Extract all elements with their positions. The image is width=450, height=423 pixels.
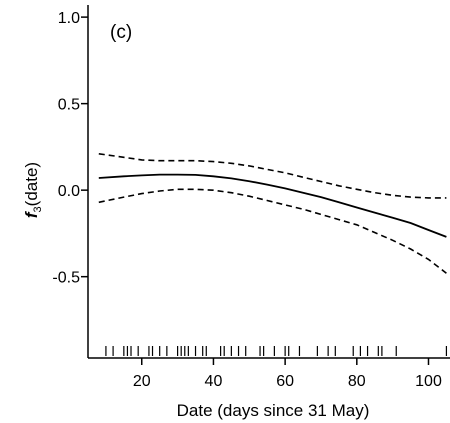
x-tick-label: 20 (133, 373, 151, 390)
series-layer (98, 153, 447, 274)
y-axis-title-suffix: (date) (22, 162, 41, 206)
x-tick-label: 40 (205, 373, 223, 390)
x-axis-ticks: 20 40 60 80 100 (133, 358, 442, 390)
y-axis-title: f3(date) (22, 162, 44, 218)
y-tick-label: -0.5 (52, 270, 80, 287)
y-tick-label: 0.0 (58, 183, 80, 200)
y-tick-label: 1.0 (58, 10, 80, 27)
y-tick-label: 0.5 (58, 97, 80, 114)
confidence-band-line (98, 153, 447, 199)
y-axis-ticks: 1.0 0.5 0.0 -0.5 (52, 10, 88, 287)
x-axis-title: Date (days since 31 May) (177, 401, 370, 420)
x-tick-label: 60 (276, 373, 294, 390)
y-axis-title-symbol: f (22, 210, 41, 218)
confidence-band-line (98, 188, 447, 274)
y-axis-title-subscript: 3 (32, 206, 44, 212)
fitted-line (98, 173, 447, 238)
rug-marks (105, 346, 448, 356)
panel-label: (c) (110, 22, 132, 43)
plot-frame (87, 5, 450, 359)
x-tick-label: 80 (348, 373, 366, 390)
x-tick-label: 100 (415, 373, 442, 390)
